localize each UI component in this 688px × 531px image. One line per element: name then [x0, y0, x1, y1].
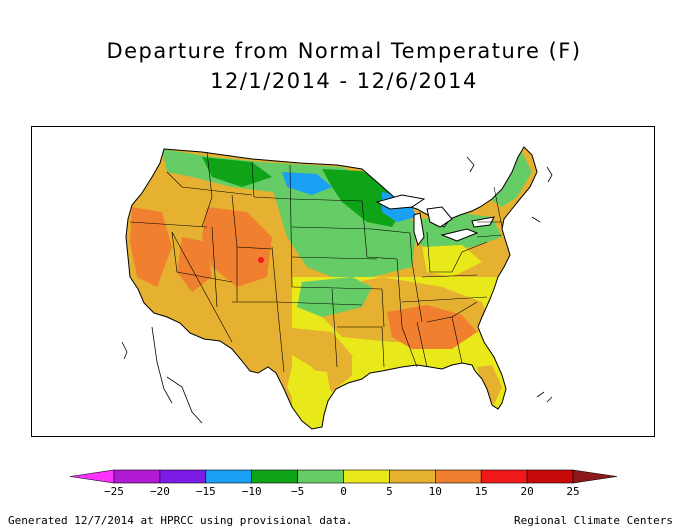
map-frame [31, 126, 655, 437]
footer-credit: Regional Climate Centers [514, 514, 673, 527]
legend-tick-label: 20 [520, 485, 533, 498]
title-line-1: Departure from Normal Temperature (F) [106, 39, 582, 63]
legend-tick-label: 0 [340, 485, 347, 498]
legend-bin [297, 469, 344, 484]
state-boundaries [129, 151, 503, 373]
legend-bin [480, 469, 528, 484]
coastline-fragments [121, 156, 553, 424]
legend-bin [251, 469, 298, 484]
legend-tick-label: −20 [150, 485, 170, 498]
legend-bin [69, 469, 115, 484]
legend-bin [389, 469, 436, 484]
us-outline [125, 146, 538, 430]
legend-tick-label: 25 [566, 485, 579, 498]
legend-tick-label: −15 [196, 485, 216, 498]
legend-colorbar: −25 −20 −15 −10 −5 0 5 10 15 20 25 [69, 469, 618, 498]
legend-tick-label: −25 [104, 485, 124, 498]
legend-tick-label: −10 [242, 485, 262, 498]
legend-bin [113, 469, 161, 484]
legend-bin [205, 469, 253, 484]
legend-tick-label: 15 [475, 485, 488, 498]
legend-bin [343, 469, 390, 484]
temperature-shading [126, 147, 537, 429]
legend-bin [434, 469, 482, 484]
legend-bin [159, 469, 207, 484]
legend-tick-label: −5 [291, 485, 304, 498]
title-line-2: 12/1/2014 - 12/6/2014 [210, 69, 478, 93]
map-title: Departure from Normal Temperature (F) 12… [0, 36, 688, 96]
footer-generated-note: Generated 12/7/2014 at HPRCC using provi… [8, 514, 353, 527]
legend-bin [572, 469, 618, 484]
legend-tick-label: 10 [429, 485, 442, 498]
legend-bin [526, 469, 574, 484]
us-temperature-map [121, 146, 553, 430]
legend-tick-label: 5 [386, 485, 393, 498]
